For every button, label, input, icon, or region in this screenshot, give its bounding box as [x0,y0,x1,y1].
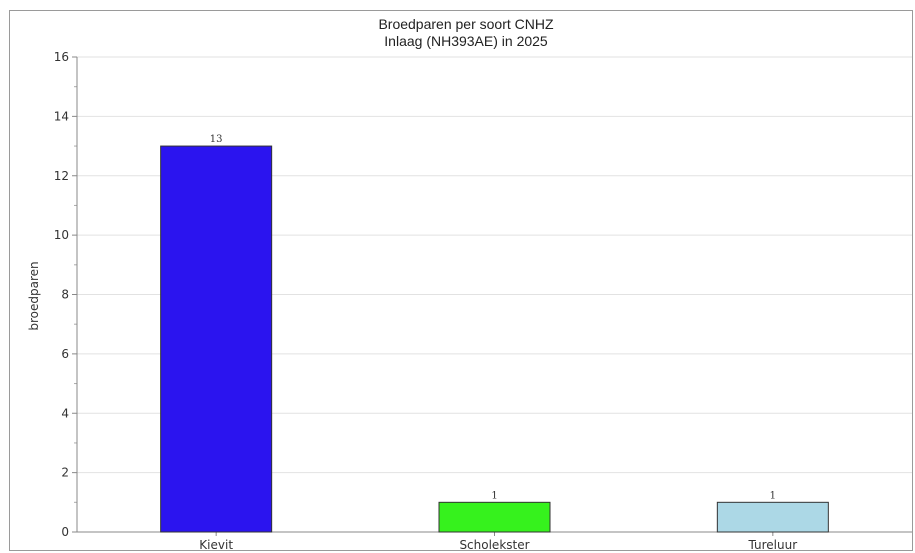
data-label: 13 [210,134,223,145]
data-label: 1 [770,490,776,501]
chart-title-line-1: Broedparen per soort CNHZ [378,16,554,32]
y-tick-label: 10 [54,228,69,242]
y-tick-label: 6 [61,347,69,361]
x-category-label: Kievit [199,538,233,552]
data-label: 1 [491,490,497,501]
y-tick-label: 4 [61,406,69,420]
y-tick-label: 2 [61,466,69,480]
x-category-label: Tureluur [748,538,798,552]
y-tick-label: 16 [54,50,69,64]
y-tick-label: 0 [61,525,69,539]
x-category-label: Scholekster [459,538,529,552]
bar-tureluur [716,501,829,533]
y-tick-label: 12 [54,169,69,183]
y-tick-label: 8 [61,288,69,302]
chart-frame [9,10,913,551]
y-tick-label: 14 [54,109,69,123]
bars: 13 1 1 [160,134,829,533]
bar-scholekster [438,501,551,533]
bar-kievit [160,145,273,533]
chart-title-line-2: Inlaag (NH393AE) in 2025 [384,33,548,49]
y-axis-title: broedparen [27,261,41,330]
